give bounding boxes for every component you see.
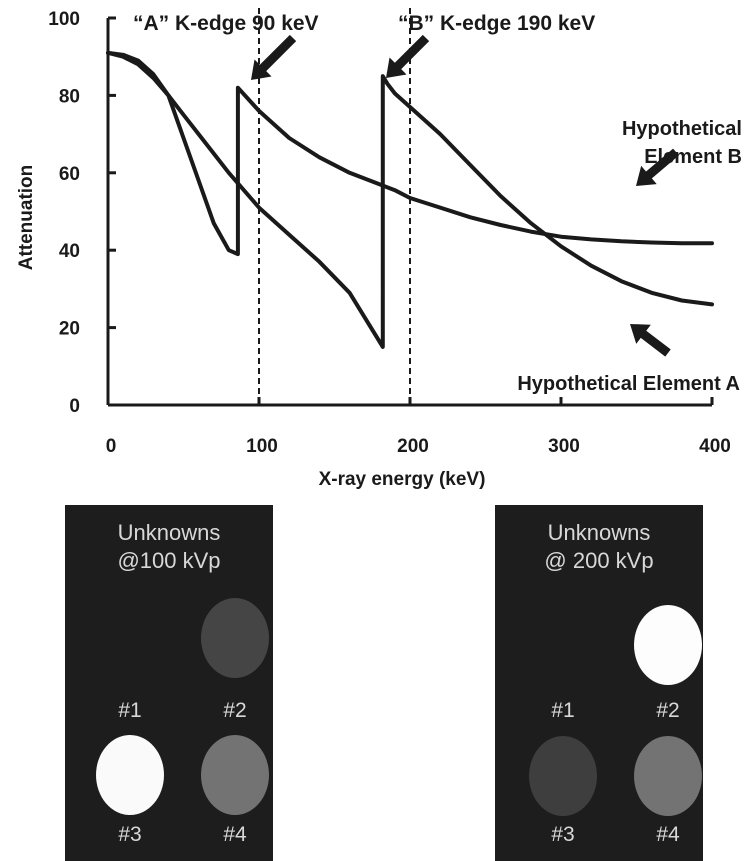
- y-tick-label: 40: [59, 241, 80, 262]
- chart-marks: [106, 8, 714, 405]
- panel-200kvp: Unknowns @ 200 kVp #1 #2 #3 #4: [495, 505, 703, 861]
- vial-3: [529, 736, 597, 816]
- vial-label-4: #4: [223, 823, 247, 846]
- panel-subtitle: @100 kVp: [117, 548, 221, 573]
- annotation-b-kedge: “B” K-edge 190 keV: [398, 12, 595, 35]
- x-tick-label: 400: [699, 436, 731, 457]
- vial-2: [634, 605, 702, 685]
- y-tick-label: 0: [69, 396, 80, 417]
- x-tick-label: 300: [548, 436, 580, 457]
- y-tick-label: 100: [48, 9, 80, 30]
- panel-title: Unknowns: [547, 520, 651, 545]
- vial-label-1: #1: [118, 699, 142, 722]
- x-axis-title: X-ray energy (keV): [319, 469, 486, 490]
- series-line-element-a: [106, 50, 714, 257]
- annotation-arrows: [251, 34, 679, 357]
- panel-title: Unknowns: [117, 520, 221, 545]
- annotation-a-kedge: “A” K-edge 90 keV: [133, 12, 319, 35]
- chart-texts: 0 20 40 60 80 100 0 100 200 300 400 X-ray energy (k…: [16, 9, 742, 490]
- arrow-element-b: [635, 148, 679, 186]
- y-tick-label: 60: [59, 164, 80, 185]
- panel-subtitle: @ 200 kVp: [544, 548, 654, 573]
- vial-label-2: #2: [656, 699, 680, 722]
- vial-1: [96, 598, 164, 678]
- vial-4: [634, 736, 702, 816]
- vial-label-3: #3: [118, 823, 142, 846]
- y-tick-label: 20: [59, 319, 80, 340]
- vial-label-4: #4: [656, 823, 680, 846]
- arrow-a-kedge: [251, 34, 297, 80]
- vial-1: [529, 605, 597, 685]
- x-tick-label: 200: [397, 436, 429, 457]
- x-tick-label: 0: [106, 436, 117, 457]
- x-tick-label: 100: [246, 436, 278, 457]
- arrow-b-kedge: [386, 34, 430, 78]
- vial-label-3: #3: [551, 823, 575, 846]
- vial-2: [201, 598, 269, 678]
- vial-label-2: #2: [223, 699, 247, 722]
- attenuation-chart: 0 20 40 60 80 100 0 100 200 300 400 X-ray energy (k…: [16, 8, 742, 490]
- axes: [106, 16, 714, 407]
- label-element-b-line1: Hypothetical: [622, 118, 742, 140]
- arrow-element-a: [630, 323, 671, 357]
- y-axis-title: Attenuation: [16, 165, 37, 271]
- vial-3: [96, 735, 164, 815]
- label-element-a: Hypothetical Element A: [517, 373, 740, 395]
- vial-4: [201, 735, 269, 815]
- y-tick-label: 80: [59, 86, 80, 107]
- label-element-b-line2: Element B: [644, 146, 742, 168]
- panel-100kvp: Unknowns @100 kVp #1 #2 #3 #4: [65, 505, 273, 861]
- vial-label-1: #1: [551, 699, 575, 722]
- series-line-element-b: [106, 50, 714, 349]
